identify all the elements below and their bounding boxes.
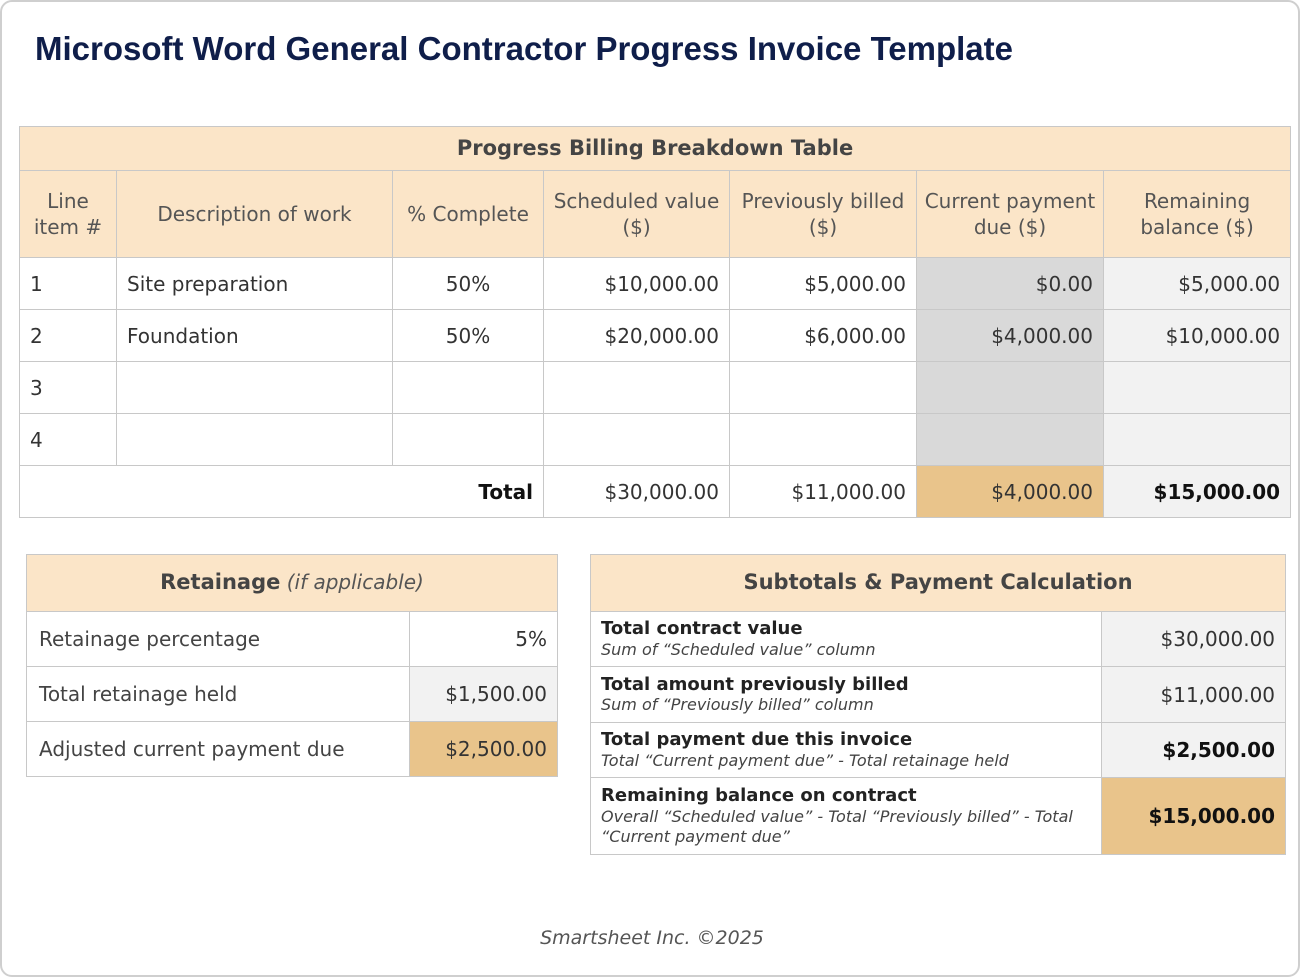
retainage-table: Retainage (if applicable) Retainage perce… — [26, 554, 558, 777]
table-title: Subtotals & Payment Calculation — [589, 554, 1287, 612]
subtotals-table: Subtotals & Payment Calculation Total con… — [589, 554, 1287, 855]
row-note: Total “Current payment due” - Total reta… — [601, 750, 1009, 770]
cell: 2 — [19, 309, 117, 362]
row-label: Remaining balance on contract — [601, 785, 917, 807]
total-row: Total $30,000.00 $11,000.00 $4,000.00 $15,00… — [19, 465, 1292, 518]
title-text: Retainage — [160, 570, 281, 595]
column-header: Line item # — [19, 170, 117, 258]
row-value: $15,000.00 — [1100, 777, 1287, 855]
row-value: $1,500.00 — [409, 666, 558, 722]
subtotal-row: Total amount previously billed Sum of “Pr… — [590, 666, 1287, 723]
line-item-row: 2 Foundation 50% $20,000.00 $6,000.00 $4,000.… — [19, 309, 1292, 362]
cell: $5,000.00 — [1102, 257, 1292, 310]
row-note: Sum of “Previously billed” column — [601, 695, 874, 715]
cell — [729, 361, 917, 414]
table-title: Retainage (if applicable) — [26, 554, 558, 612]
row-value: 5% — [409, 611, 558, 667]
cell: $10,000.00 — [543, 257, 730, 310]
row-label-cell: Total amount previously billed Sum of “Pr… — [590, 666, 1102, 723]
column-header: Remaining balance ($) — [1102, 170, 1292, 258]
cell — [729, 413, 917, 466]
line-item-row: 3 — [19, 361, 1292, 414]
cell: $5,000.00 — [729, 257, 917, 310]
cell: Foundation — [116, 309, 393, 362]
title-note: (if applicable) — [286, 570, 424, 595]
cell — [116, 361, 393, 414]
row-label: Total contract value — [601, 618, 803, 640]
cell: 4 — [19, 413, 117, 466]
row-label-cell: Total payment due this invoice Total “Cur… — [590, 722, 1102, 778]
cell: 50% — [392, 257, 544, 310]
row-label: Retainage percentage — [26, 611, 410, 667]
retainage-row: Adjusted current payment due $2,500.00 — [26, 721, 558, 777]
cell — [916, 413, 1104, 466]
cell: $4,000.00 — [916, 309, 1104, 362]
subtotal-row: Remaining balance on contract Overall “Sc… — [590, 777, 1287, 855]
column-header: Previously billed ($) — [729, 170, 917, 258]
row-value: $2,500.00 — [1100, 722, 1287, 778]
page-title: Microsoft Word General Contractor Progre… — [35, 30, 1013, 67]
row-label: Total retainage held — [26, 666, 410, 722]
header-row: Retainage (if applicable) — [26, 554, 558, 612]
row-label: Total amount previously billed — [601, 673, 909, 695]
cell: $20,000.00 — [543, 309, 730, 362]
column-header: Scheduled value ($) — [543, 170, 730, 258]
line-item-row: 1 Site preparation 50% $10,000.00 $5,000.00 $… — [19, 257, 1292, 310]
row-label: Adjusted current payment due — [26, 721, 410, 777]
row-value: $30,000.00 — [1100, 611, 1287, 667]
cell — [543, 413, 730, 466]
row-label: Total payment due this invoice — [601, 729, 913, 751]
cell — [1102, 361, 1292, 414]
retainage-row: Retainage percentage 5% — [26, 611, 558, 667]
cell — [392, 361, 544, 414]
cell — [543, 361, 730, 414]
cell — [1102, 413, 1292, 466]
cell: 1 — [19, 257, 117, 310]
cell: $6,000.00 — [729, 309, 917, 362]
header-row: Subtotals & Payment Calculation — [589, 554, 1287, 612]
cell: 3 — [19, 361, 117, 414]
footer: Smartsheet Inc. ©2025 — [540, 927, 764, 949]
total-label: Total — [19, 465, 544, 518]
row-note: Overall “Scheduled value” - Total “Previ… — [601, 806, 1073, 846]
cell: 50% — [392, 309, 544, 362]
cell: Site preparation — [116, 257, 393, 310]
cell: $10,000.00 — [1102, 309, 1292, 362]
cell — [916, 361, 1104, 414]
cell — [392, 413, 544, 466]
cell: $0.00 — [916, 257, 1104, 310]
line-item-row: 4 — [19, 413, 1292, 466]
column-header-row: Line item # Description of work% Complete… — [19, 170, 1292, 258]
column-header: Description of work — [116, 170, 393, 258]
total-value: $30,000.00 — [543, 465, 730, 518]
retainage-row: Total retainage held $1,500.00 — [26, 666, 558, 722]
total-value: $15,000.00 — [1102, 465, 1292, 518]
cell — [116, 413, 393, 466]
table-title: Progress Billing Breakdown Table — [18, 126, 1292, 171]
column-header: Current payment due ($) — [916, 170, 1104, 258]
header-row: Progress Billing Breakdown Table — [18, 126, 1292, 171]
row-value: $11,000.00 — [1100, 666, 1287, 723]
total-value: $4,000.00 — [916, 465, 1104, 518]
row-label-cell: Remaining balance on contract Overall “Sc… — [590, 777, 1102, 855]
billing-table: Progress Billing Breakdown Table Line ite… — [18, 126, 1292, 518]
row-value: $2,500.00 — [409, 721, 558, 777]
subtotal-row: Total payment due this invoice Total “Cur… — [590, 722, 1287, 778]
total-value: $11,000.00 — [729, 465, 917, 518]
row-label-cell: Total contract value Sum of “Scheduled va… — [590, 611, 1102, 667]
row-note: Sum of “Scheduled value” column — [601, 639, 876, 659]
subtotal-row: Total contract value Sum of “Scheduled va… — [590, 611, 1287, 667]
column-header: % Complete — [392, 170, 544, 258]
